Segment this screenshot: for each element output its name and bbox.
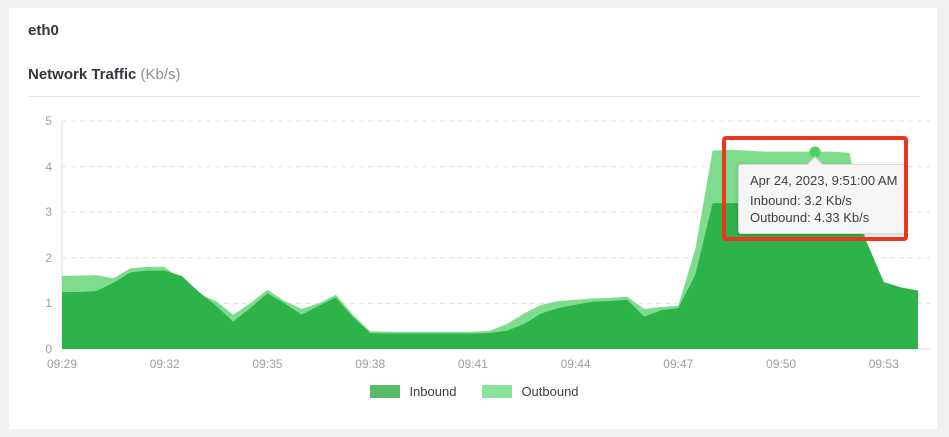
y-tick-label: 4	[45, 159, 52, 174]
legend-label: Inbound	[409, 384, 457, 399]
inbound-legend-swatch	[370, 385, 401, 398]
x-tick-label: 09:44	[560, 357, 591, 371]
y-tick-label: 5	[45, 114, 52, 128]
x-tick-label: 09:32	[149, 357, 180, 371]
y-tick-label: 0	[45, 342, 52, 356]
x-tick-label: 09:47	[663, 357, 694, 371]
y-tick-label: 3	[45, 205, 52, 220]
chart-legend: Inbound Outbound	[0, 384, 949, 399]
chart-title: Network Traffic (Kb/s)	[28, 66, 181, 83]
x-tick-label: 09:50	[766, 357, 797, 371]
chart-title-unit: (Kb/s)	[140, 66, 181, 83]
x-tick-label: 09:53	[868, 357, 899, 371]
legend-item-inbound[interactable]: Inbound	[370, 384, 456, 399]
legend-label: Outbound	[521, 384, 579, 399]
y-tick-label: 2	[45, 250, 52, 265]
chart-title-text: Network Traffic	[28, 66, 137, 83]
outbound-legend-swatch	[482, 385, 513, 398]
heading-divider	[28, 96, 920, 97]
x-tick-label: 09:35	[252, 357, 283, 371]
x-tick-label: 09:41	[457, 357, 488, 371]
legend-item-outbound[interactable]: Outbound	[482, 384, 579, 399]
tooltip-inbound-row: Inbound: 3.2 Kb/s	[750, 193, 852, 208]
x-tick-label: 09:38	[355, 357, 386, 371]
inbound-area-series[interactable]	[62, 203, 918, 349]
device-title: eth0	[28, 22, 59, 39]
x-tick-label: 09:29	[46, 357, 78, 371]
tooltip-date: Apr 24, 2023, 9:51:00 AM	[750, 173, 898, 188]
red-highlight-annotation	[722, 136, 908, 241]
hover-marker-dot	[809, 146, 821, 158]
y-tick-label: 1	[45, 296, 52, 311]
tooltip-outbound-row: Outbound: 4.33 Kb/s	[750, 210, 870, 225]
